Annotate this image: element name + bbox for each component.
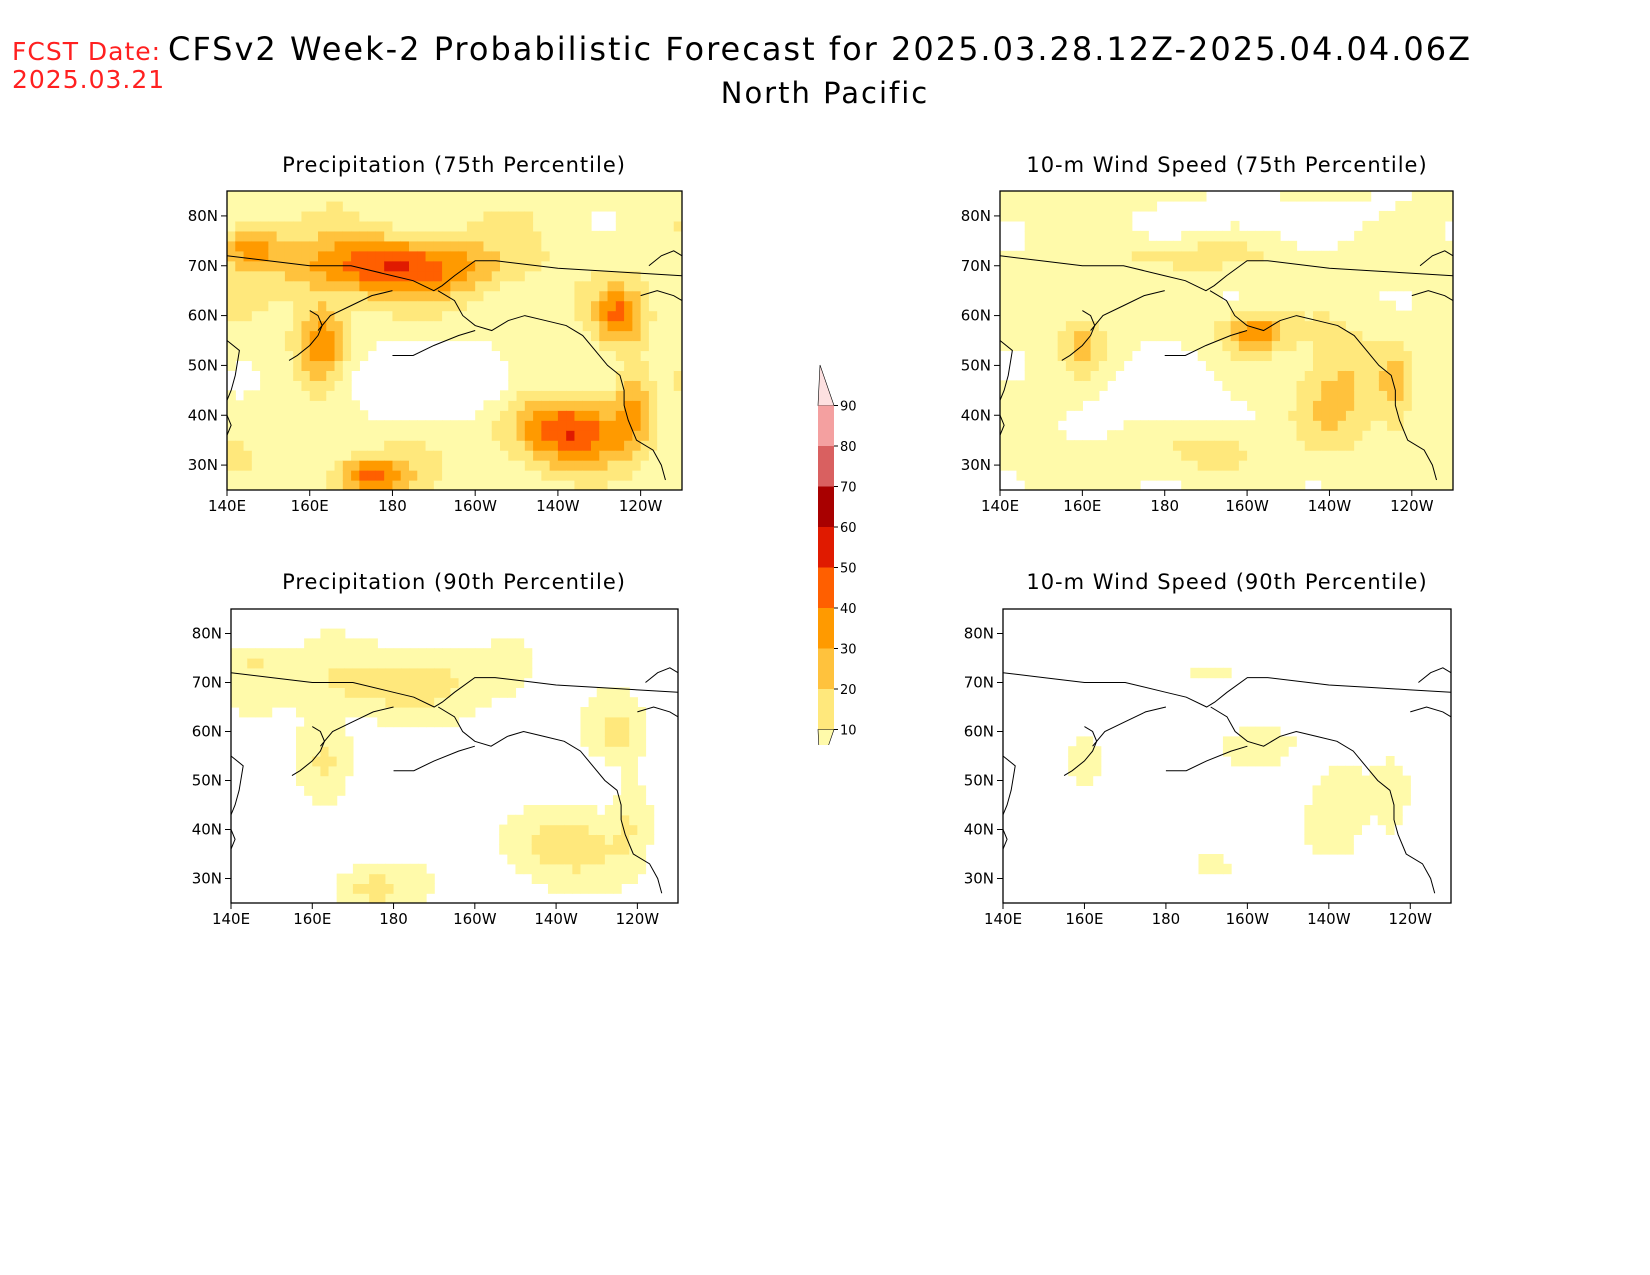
forecast-date-label: FCST Date: 2025.03.21	[12, 38, 165, 94]
lon-tick-label: 120W	[619, 497, 663, 515]
lat-tick-label: 70N	[961, 257, 991, 275]
colorbar-label: 20	[840, 683, 857, 698]
lat-tick-label: 30N	[192, 870, 222, 888]
lon-tick-label: 160W	[1225, 497, 1269, 515]
lat-tick-label: 70N	[188, 257, 218, 275]
lat-tick-label: 50N	[188, 356, 218, 374]
lon-tick-label: 180	[378, 497, 407, 515]
lat-tick-label: 30N	[964, 870, 994, 888]
lon-tick-label: 120W	[1390, 497, 1434, 515]
panel-title-2: 10-m Wind Speed (75th Percentile)	[1026, 153, 1428, 177]
shading-field	[231, 628, 655, 903]
lat-tick-label: 60N	[964, 723, 994, 741]
lat-tick-label: 40N	[192, 821, 222, 839]
colorbar-label: 60	[840, 521, 857, 536]
map-panel-1: 80N 70N 60N 50N 40N 30N 140E 160E 180 160W 140W 120…	[188, 190, 683, 515]
color-legend: 10 20 30 40 50 60 70 80 90	[817, 364, 857, 745]
map-panel-3: 80N 70N 60N 50N 40N 30N 140E 160E 180 160W 140W 120…	[192, 608, 679, 928]
coastline	[1003, 667, 1451, 894]
colorbar-label: 80	[840, 440, 857, 455]
map-frame	[226, 190, 683, 491]
lon-tick-label: 160E	[1063, 497, 1101, 515]
panel-title-1: Precipitation (75th Percentile)	[282, 153, 626, 177]
colorbar-segment	[817, 729, 835, 745]
lat-tick-label: 30N	[961, 456, 991, 474]
lon-tick-label: 160E	[293, 910, 331, 928]
lat-tick-label: 80N	[964, 625, 994, 643]
colorbar-segment	[818, 689, 834, 730]
coastline	[231, 667, 678, 894]
lon-tick-label: 160W	[453, 910, 497, 928]
lon-tick-label: 180	[1150, 497, 1179, 515]
colorbar-segment	[818, 527, 834, 568]
lat-tick-label: 70N	[192, 674, 222, 692]
colorbar-segment	[818, 446, 834, 487]
page-title: CFSv2 Week-2 Probabilistic Forecast for …	[167, 30, 1473, 68]
lon-tick-label: 160E	[1065, 910, 1103, 928]
lat-tick-label: 40N	[961, 406, 991, 424]
colorbar-segment	[818, 608, 834, 649]
map-frame	[999, 190, 1454, 491]
lat-tick-label: 80N	[961, 207, 991, 225]
colorbar-label: 30	[840, 643, 857, 658]
colorbar-label: 40	[840, 602, 857, 617]
coastline	[1000, 250, 1453, 481]
colorbar-label: 10	[840, 724, 857, 739]
map-panel-4: 80N 70N 60N 50N 40N 30N 140E 160E 180 160W 140W 120…	[964, 608, 1452, 928]
lon-tick-label: 140W	[534, 910, 578, 928]
fcst-date-value: 2025.03.21	[12, 65, 166, 94]
lon-tick-label: 160E	[291, 497, 329, 515]
lon-tick-label: 140E	[981, 497, 1019, 515]
lon-tick-label: 140E	[212, 910, 250, 928]
lon-tick-label: 140E	[208, 497, 246, 515]
colorbar-segment	[817, 364, 835, 406]
lat-tick-label: 60N	[961, 307, 991, 325]
lon-tick-label: 140E	[984, 910, 1022, 928]
map-frame	[1002, 608, 1452, 904]
lat-tick-label: 50N	[961, 356, 991, 374]
lon-tick-label: 140W	[1308, 497, 1352, 515]
shading-field	[227, 191, 682, 490]
map-panel-2: 80N 70N 60N 50N 40N 30N 140E 160E 180 160W 140W 120…	[961, 190, 1454, 515]
panel-title-4: 10-m Wind Speed (90th Percentile)	[1026, 570, 1428, 594]
lat-tick-label: 50N	[964, 772, 994, 790]
lon-tick-label: 120W	[1389, 910, 1433, 928]
lat-tick-label: 70N	[964, 674, 994, 692]
colorbar-label: 70	[840, 481, 857, 496]
lon-tick-label: 140W	[536, 497, 580, 515]
lat-tick-label: 80N	[188, 207, 218, 225]
panel-title-3: Precipitation (90th Percentile)	[282, 570, 626, 594]
lon-tick-label: 120W	[616, 910, 660, 928]
colorbar-segment	[818, 486, 834, 527]
colorbar-segment	[818, 405, 834, 446]
colorbar-label: 90	[840, 400, 857, 415]
lon-tick-label: 180	[379, 910, 408, 928]
lat-tick-label: 40N	[188, 406, 218, 424]
colorbar-segment	[818, 567, 834, 608]
lon-tick-label: 160W	[453, 497, 497, 515]
fcst-date-caption: FCST Date:	[12, 37, 162, 66]
shading-field	[1000, 191, 1453, 490]
shading-field	[1068, 667, 1411, 875]
lat-tick-label: 60N	[192, 723, 222, 741]
lon-tick-label: 180	[1152, 910, 1181, 928]
map-frame	[230, 608, 679, 904]
colorbar-label: 50	[840, 562, 857, 577]
lon-tick-label: 140W	[1307, 910, 1351, 928]
page-subtitle: North Pacific	[720, 76, 930, 110]
lat-tick-label: 50N	[192, 772, 222, 790]
coastline	[227, 250, 682, 481]
lat-tick-label: 40N	[964, 821, 994, 839]
lat-tick-label: 60N	[188, 307, 218, 325]
lat-tick-label: 30N	[188, 456, 218, 474]
colorbar-segment	[818, 648, 834, 689]
lon-tick-label: 160W	[1226, 910, 1270, 928]
lat-tick-label: 80N	[192, 625, 222, 643]
